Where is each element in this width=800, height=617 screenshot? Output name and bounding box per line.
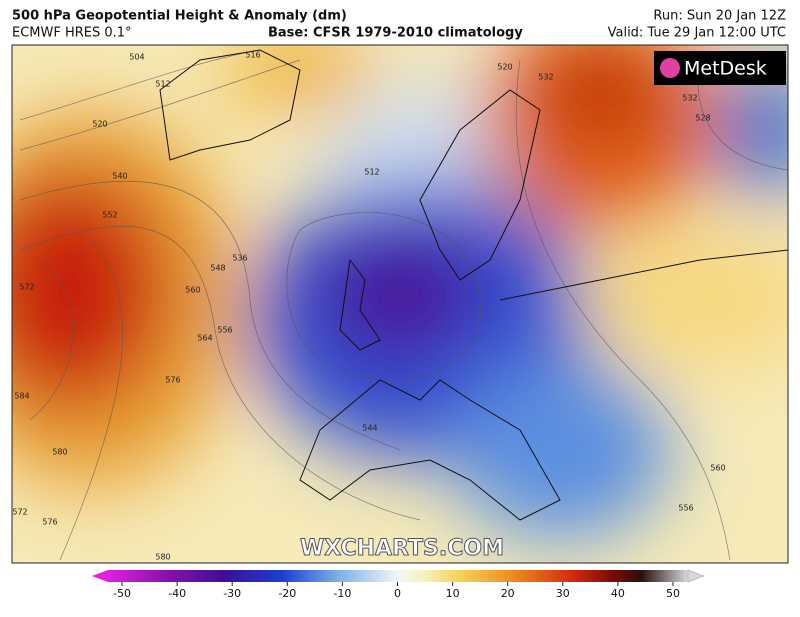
logo: MetDesk <box>684 58 767 80</box>
contour-label: 572 <box>12 508 27 517</box>
colorbar-max-arrow <box>687 569 705 583</box>
contour-label: 532 <box>682 94 697 103</box>
valid-time: Valid: Tue 29 Jan 12:00 UTC <box>608 26 786 41</box>
colorbar-tick-label: -50 <box>113 587 131 600</box>
contour-label: 532 <box>538 73 553 82</box>
contour-label: 540 <box>112 172 127 181</box>
colorbar-tick-label: -30 <box>223 587 241 600</box>
colorbar-min-arrow <box>92 570 108 582</box>
colorbar-tick-label: 20 <box>501 587 515 600</box>
colorbar-tick-label: -40 <box>168 587 186 600</box>
logo-icon <box>660 58 680 78</box>
contour-label: 504 <box>129 53 144 62</box>
contour-label: 580 <box>155 553 170 562</box>
map-title: 500 hPa Geopotential Height & Anomaly (d… <box>12 9 347 24</box>
contour-label: 576 <box>165 376 180 385</box>
contour-label: 544 <box>362 424 377 433</box>
contour-label: 552 <box>102 211 117 220</box>
contour-label: 576 <box>42 518 57 527</box>
contour-label: 520 <box>92 120 107 129</box>
contour-label: 516 <box>245 51 260 60</box>
contour-label: 536 <box>232 254 247 263</box>
contour-label: 548 <box>210 264 225 273</box>
model-name: ECMWF HRES 0.1° <box>12 26 132 41</box>
colorbar <box>108 570 688 582</box>
contour-label: 584 <box>14 392 29 401</box>
colorbar-tick-label: 0 <box>394 587 401 600</box>
contour-label: 512 <box>155 80 170 89</box>
colorbar-tick-label: -20 <box>278 587 296 600</box>
anomaly-field <box>12 45 788 563</box>
contour-label: 560 <box>185 286 200 295</box>
contour-label: 528 <box>695 114 710 123</box>
contour-label: 560 <box>710 464 725 473</box>
contour-label: 564 <box>197 334 212 343</box>
watermark: WXCHARTS.COM <box>300 536 504 561</box>
colorbar-tick-label: 40 <box>611 587 625 600</box>
contour-label: 520 <box>497 63 512 72</box>
contour-label: 512 <box>364 168 379 177</box>
run-time: Run: Sun 20 Jan 12Z <box>653 9 786 24</box>
colorbar-tick-label: 50 <box>666 587 680 600</box>
colorbar-tick-label: 10 <box>446 587 460 600</box>
colorbar-tick-label: 30 <box>556 587 570 600</box>
contour-label: 580 <box>52 448 67 457</box>
contour-label: 556 <box>217 326 232 335</box>
base-note: Base: CFSR 1979-2010 climatology <box>268 26 523 41</box>
contour-label: 572 <box>19 283 34 292</box>
contour-label: 556 <box>678 504 693 513</box>
map-frame <box>11 44 789 564</box>
colorbar-tick-label: -10 <box>333 587 351 600</box>
